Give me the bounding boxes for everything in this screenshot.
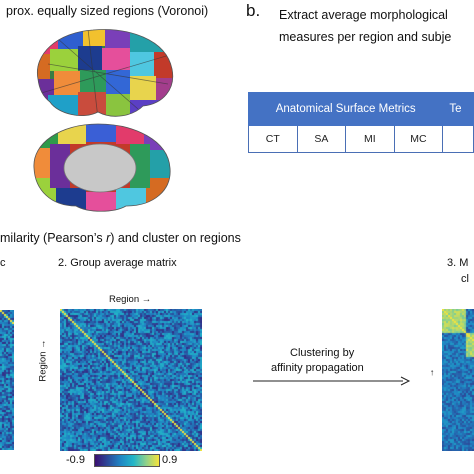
metric-column-sa: SA (296, 125, 347, 153)
step3-label-fragment-line2: cl (461, 273, 469, 285)
matrix-right-axis-label: → (425, 368, 436, 378)
step2-label: 2. Group average matrix (58, 257, 177, 269)
panel-a-title: prox. equally sized regions (Voronoi) (6, 4, 209, 18)
step3-label-fragment: 3. M (447, 257, 469, 269)
panel-c-title: milarity (Pearson’s r) and cluster on re… (0, 231, 241, 245)
brain-lateral-view (36, 29, 174, 117)
clustered-matrix-partial (442, 309, 474, 451)
metric-column-ct: CT (248, 125, 298, 153)
clustering-arrow (253, 376, 411, 386)
arrow-label-line1: Clustering by (290, 347, 355, 359)
panel-b-title-line2: measures per region and subje (279, 30, 452, 44)
subject-matrix-partial (0, 310, 14, 450)
anatomical-metrics-table: Anatomical Surface Metrics Te CT SA MI M… (247, 92, 474, 153)
brain-medial-view (33, 123, 171, 212)
colorbar (94, 454, 160, 467)
group-average-matrix (60, 309, 202, 451)
metric-column-mc: MC (393, 125, 444, 153)
metrics-table-header: Anatomical Surface Metrics (247, 92, 444, 126)
step1-label-fragment: c (0, 257, 6, 269)
colorbar-max-label: 0.9 (162, 454, 178, 466)
metrics-table-header-clipped: Te (442, 92, 474, 126)
matrix-y-axis-label: Region → (37, 339, 49, 382)
colorbar-min-label: -0.9 (66, 454, 85, 466)
arrow-label-line2: affinity propagation (271, 362, 364, 374)
panel-b-letter: b. (246, 1, 261, 20)
matrix-x-axis-label: Region → (109, 294, 152, 305)
metric-column-clipped (442, 125, 474, 153)
panel-b-title-line1: Extract average morphological (279, 8, 448, 22)
metric-column-mi: MI (345, 125, 395, 153)
